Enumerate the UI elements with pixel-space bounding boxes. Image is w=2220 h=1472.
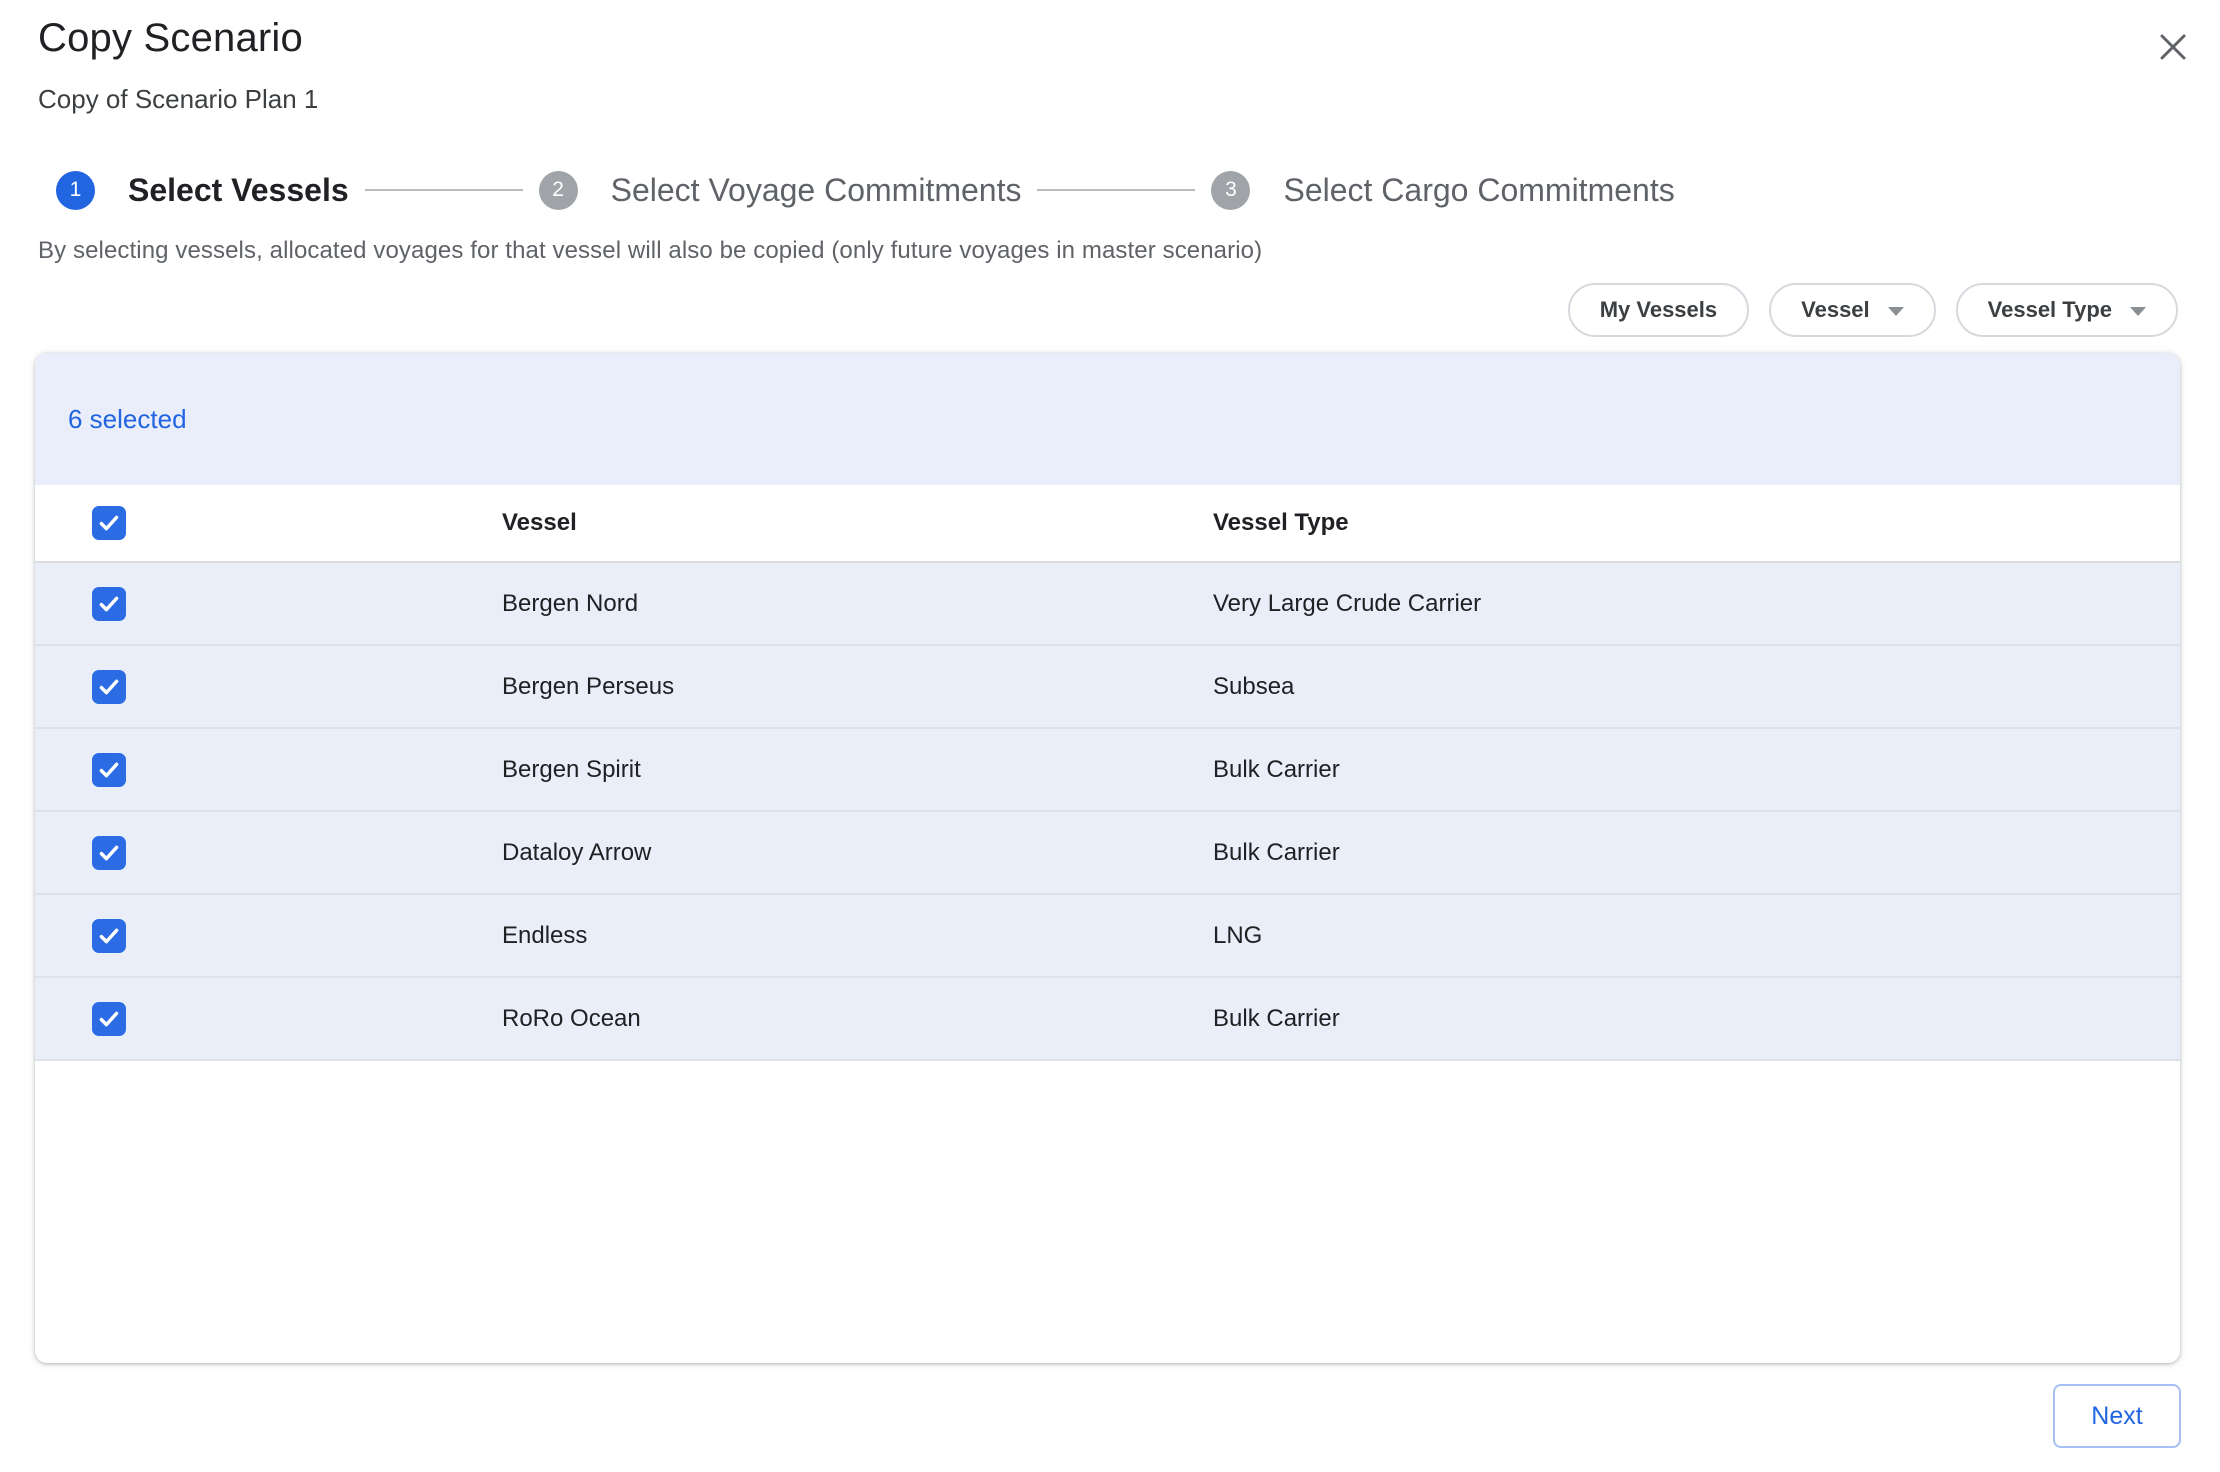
- column-header-vessel: Vessel: [502, 509, 577, 536]
- vessel-type-cell: Subsea: [1213, 672, 1295, 700]
- row-checkbox[interactable]: [92, 1001, 126, 1036]
- my-vessels-filter-button[interactable]: My Vessels: [1567, 283, 1750, 337]
- table-header-row: Vessel Vessel Type: [35, 485, 2180, 563]
- step-1-label: Select Vessels: [128, 171, 349, 208]
- filter-bar: My Vessels Vessel Vessel Type: [1567, 283, 2178, 337]
- vessel-table-card: 6 selected Vessel Vessel Type Bergen No: [35, 353, 2180, 1363]
- vessel-name-cell: RoRo Ocean: [502, 1004, 641, 1032]
- checkmark-icon: [99, 1011, 119, 1026]
- select-all-checkbox[interactable]: [92, 506, 126, 540]
- checkmark-icon: [99, 928, 119, 943]
- row-checkbox[interactable]: [92, 752, 126, 787]
- next-button[interactable]: Next: [2053, 1384, 2181, 1448]
- step-connector: [1037, 189, 1196, 191]
- selection-summary-bar: 6 selected: [35, 353, 2180, 485]
- table-row[interactable]: Dataloy Arrow Bulk Carrier: [35, 812, 2180, 895]
- row-checkbox[interactable]: [92, 586, 126, 621]
- vessel-type-cell: Bulk Carrier: [1213, 755, 1340, 783]
- close-button[interactable]: [2147, 21, 2199, 73]
- vessel-type-cell: Bulk Carrier: [1213, 838, 1340, 866]
- vessel-name-cell: Bergen Nord: [502, 589, 639, 617]
- stepper: 1 Select Vessels 2 Select Voyage Commitm…: [56, 168, 1675, 212]
- table-row[interactable]: Bergen Spirit Bulk Carrier: [35, 729, 2180, 812]
- dialog-subtitle: Copy of Scenario Plan 1: [38, 84, 319, 114]
- vessel-name-cell: Endless: [502, 921, 588, 949]
- step-select-vessels[interactable]: 1 Select Vessels: [56, 170, 349, 210]
- vessel-filter-dropdown[interactable]: Vessel: [1769, 283, 1936, 337]
- row-checkbox[interactable]: [92, 669, 126, 704]
- page-title: Copy Scenario: [38, 16, 303, 60]
- step-connector: [364, 189, 523, 191]
- vessel-name-cell: Bergen Perseus: [502, 672, 675, 700]
- row-checkbox[interactable]: [92, 835, 126, 870]
- table-row[interactable]: Bergen Perseus Subsea: [35, 646, 2180, 729]
- chevron-down-icon: [2130, 307, 2146, 316]
- table-row[interactable]: Endless LNG: [35, 895, 2180, 978]
- step-select-voyage-commitments[interactable]: 2 Select Voyage Commitments: [538, 170, 1022, 210]
- step-2-badge: 2: [538, 170, 578, 210]
- step-1-badge: 1: [56, 170, 95, 210]
- vessel-name-cell: Dataloy Arrow: [502, 838, 652, 866]
- vessel-filter-label: Vessel: [1801, 297, 1870, 322]
- vessel-type-filter-dropdown[interactable]: Vessel Type: [1955, 283, 2178, 337]
- close-icon: [2160, 34, 2186, 60]
- step-select-cargo-commitments[interactable]: 3 Select Cargo Commitments: [1211, 170, 1675, 210]
- checkmark-icon: [99, 762, 119, 777]
- my-vessels-filter-label: My Vessels: [1599, 297, 1718, 322]
- step-2-label: Select Voyage Commitments: [610, 171, 1022, 208]
- checkmark-icon: [99, 596, 119, 611]
- vessel-name-cell: Bergen Spirit: [502, 755, 641, 783]
- step-3-badge: 3: [1211, 170, 1251, 210]
- checkmark-icon: [99, 515, 119, 531]
- table-body: Bergen Nord Very Large Crude Carrier Ber…: [35, 563, 2180, 1061]
- chevron-down-icon: [1887, 307, 1904, 316]
- vessel-type-cell: Bulk Carrier: [1213, 1004, 1340, 1032]
- step-3-label: Select Cargo Commitments: [1283, 171, 1675, 208]
- column-header-vessel-type: Vessel Type: [1213, 509, 1349, 536]
- checkmark-icon: [99, 679, 119, 694]
- vessel-type-cell: LNG: [1213, 921, 1263, 949]
- selected-count: 6 selected: [68, 403, 187, 434]
- table-row[interactable]: RoRo Ocean Bulk Carrier: [35, 978, 2180, 1061]
- row-checkbox[interactable]: [92, 918, 126, 953]
- vessel-type-cell: Very Large Crude Carrier: [1213, 589, 1482, 617]
- checkmark-icon: [99, 845, 119, 860]
- table-row[interactable]: Bergen Nord Very Large Crude Carrier: [35, 563, 2180, 646]
- vessel-type-filter-label: Vessel Type: [1987, 297, 2112, 322]
- helper-text: By selecting vessels, allocated voyages …: [38, 237, 1263, 264]
